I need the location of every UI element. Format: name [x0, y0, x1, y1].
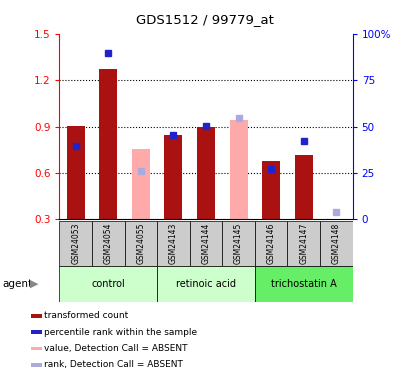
Bar: [92, 221, 124, 266]
Text: rank, Detection Call = ABSENT: rank, Detection Call = ABSENT: [44, 360, 182, 369]
Bar: [294, 155, 312, 219]
Bar: [132, 149, 149, 219]
Bar: [189, 221, 222, 266]
Text: GSM24146: GSM24146: [266, 223, 275, 264]
Bar: [197, 128, 214, 219]
Text: GSM24147: GSM24147: [299, 223, 308, 264]
Bar: [157, 221, 189, 266]
Bar: [254, 266, 352, 302]
Bar: [31, 330, 42, 334]
Text: trichostatin A: trichostatin A: [270, 279, 336, 289]
Bar: [99, 69, 117, 219]
Text: value, Detection Call = ABSENT: value, Detection Call = ABSENT: [44, 344, 187, 353]
Text: GSM24145: GSM24145: [234, 223, 243, 264]
Bar: [59, 266, 157, 302]
Bar: [319, 221, 352, 266]
Bar: [31, 347, 42, 350]
Bar: [229, 120, 247, 219]
Bar: [262, 161, 279, 219]
Text: GSM24143: GSM24143: [169, 223, 178, 264]
Text: GSM24148: GSM24148: [331, 223, 340, 264]
Bar: [59, 221, 92, 266]
Bar: [31, 363, 42, 367]
Bar: [222, 221, 254, 266]
Bar: [157, 266, 254, 302]
Bar: [67, 126, 85, 219]
Text: GSM24053: GSM24053: [71, 223, 80, 264]
Text: ▶: ▶: [29, 279, 38, 289]
Text: percentile rank within the sample: percentile rank within the sample: [44, 328, 197, 337]
Bar: [287, 221, 319, 266]
Text: GSM24054: GSM24054: [103, 223, 112, 264]
Text: GSM24055: GSM24055: [136, 223, 145, 264]
Text: retinoic acid: retinoic acid: [175, 279, 236, 289]
Bar: [124, 221, 157, 266]
Bar: [31, 314, 42, 318]
Text: GDS1512 / 99779_at: GDS1512 / 99779_at: [136, 13, 273, 26]
Bar: [164, 135, 182, 219]
Bar: [254, 221, 287, 266]
Text: GSM24144: GSM24144: [201, 223, 210, 264]
Text: control: control: [91, 279, 125, 289]
Text: transformed count: transformed count: [44, 311, 128, 320]
Text: agent: agent: [2, 279, 32, 289]
